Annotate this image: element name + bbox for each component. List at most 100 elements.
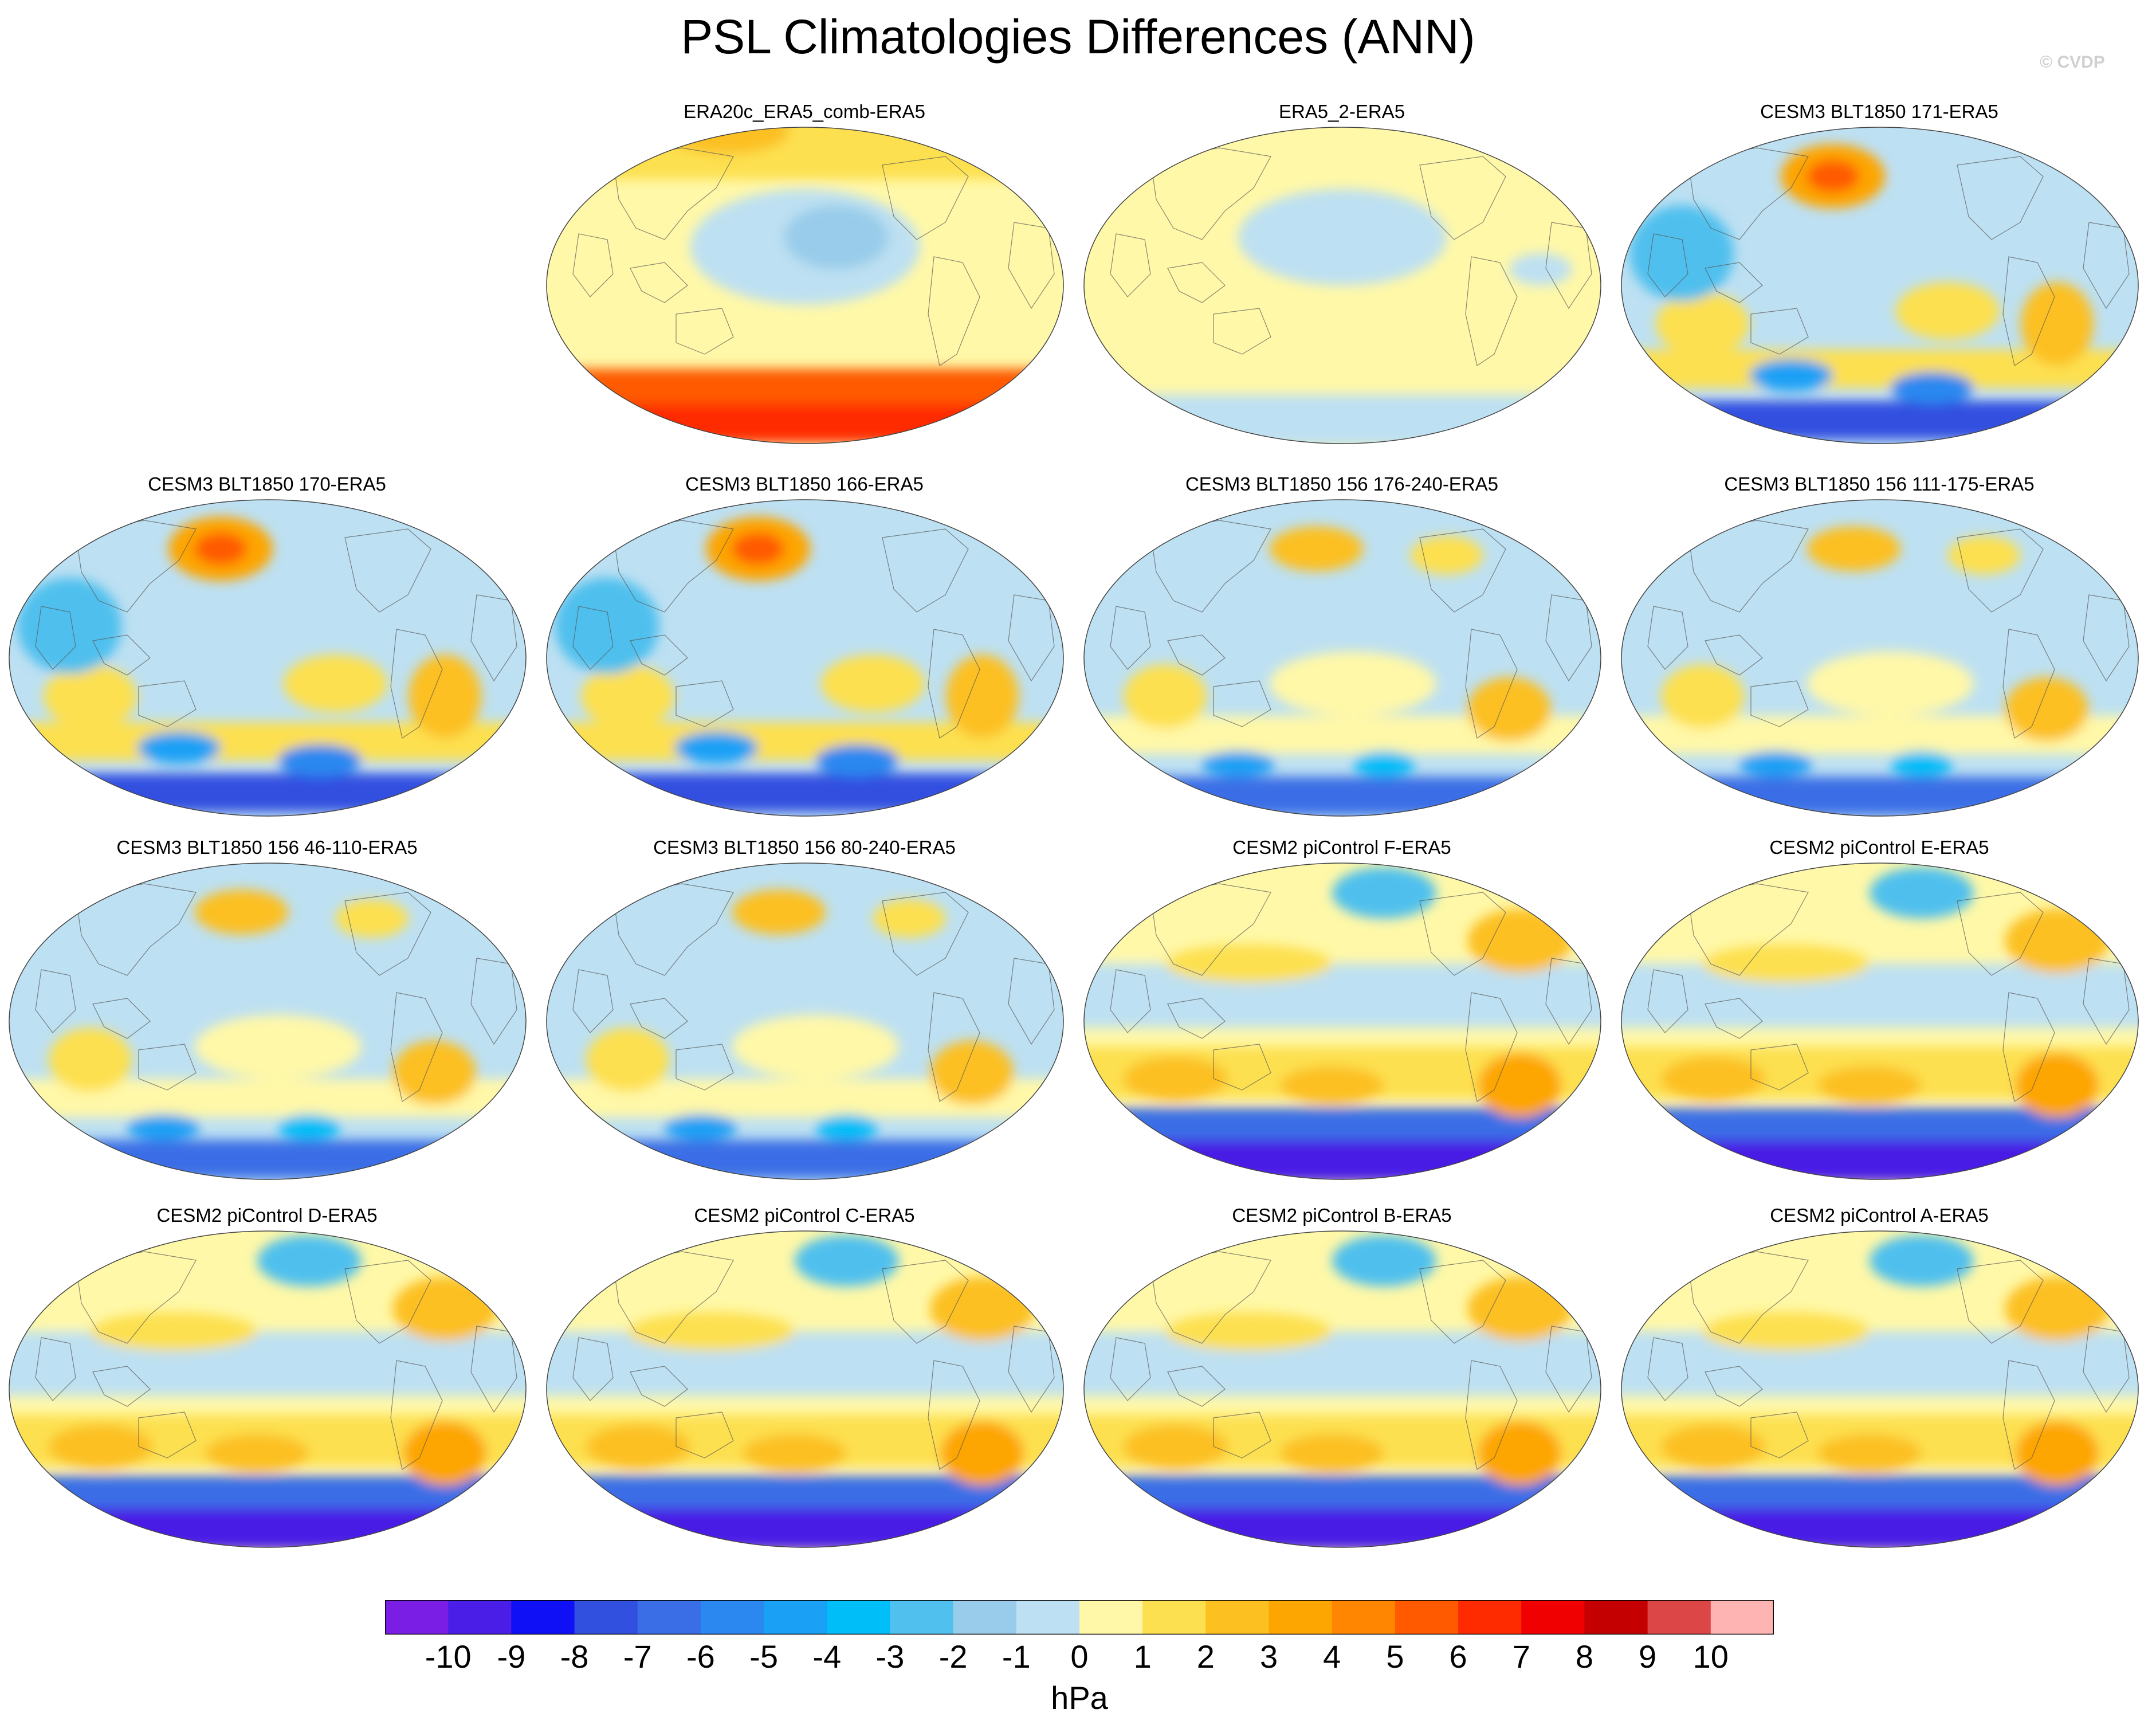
coastline — [2083, 1326, 2130, 1413]
colorbar-swatch — [1395, 1600, 1459, 1634]
coastline — [630, 634, 688, 676]
colorbar-swatch — [1205, 1600, 1270, 1634]
map-panel: CESM3 BLT1850 156 176-240-ERA5 — [1078, 471, 1605, 817]
coastline — [1750, 1044, 1809, 1091]
map-frame — [1083, 862, 1601, 1180]
coastline — [630, 262, 688, 303]
map-field — [1084, 863, 1601, 1179]
map-panel: CESM2 piControl E-ERA5 — [1616, 834, 2143, 1180]
coastline — [1008, 1326, 1055, 1413]
coastline — [92, 1366, 151, 1407]
colorbar-swatch — [1647, 1600, 1711, 1634]
coastline — [138, 680, 197, 727]
coastline — [676, 1412, 734, 1459]
coastline — [1687, 883, 1809, 976]
coastline — [1167, 262, 1226, 303]
map-plot — [1083, 499, 1601, 817]
coastline — [1687, 1251, 1809, 1344]
coastline — [1957, 528, 2044, 613]
map-plot — [1621, 499, 2139, 817]
coastline — [572, 969, 614, 1033]
coastline — [138, 1044, 197, 1091]
colorbar-swatch — [574, 1600, 638, 1634]
map-frame — [1083, 1230, 1601, 1548]
panel-title: CESM3 BLT1850 156 80-240-ERA5 — [653, 837, 956, 858]
map-panel: CESM2 piControl F-ERA5 — [1078, 834, 1605, 1180]
coastline — [1545, 222, 1592, 309]
colorbar-tick-label: 9 — [1639, 1638, 1657, 1675]
coastline — [75, 520, 197, 613]
map-frame — [1083, 499, 1601, 817]
coastline — [1008, 958, 1055, 1045]
colorbar-tick-label: 8 — [1575, 1638, 1594, 1675]
coastline — [2083, 958, 2130, 1045]
colorbar-tick-label: -1 — [1002, 1638, 1031, 1675]
map-frame — [546, 862, 1064, 1180]
coastline — [1213, 1044, 1271, 1091]
colorbar-swatch — [385, 1600, 449, 1634]
coastline — [344, 1260, 431, 1344]
map-frame — [1621, 127, 2139, 444]
page-title: PSL Climatologies Differences (ANN) — [681, 10, 1475, 64]
map-frame — [1621, 499, 2139, 817]
map-frame — [546, 499, 1064, 817]
coastline — [344, 892, 431, 976]
map-field — [547, 500, 1063, 816]
colorbar-tick-label: 3 — [1259, 1638, 1278, 1675]
colorbar-swatch — [1142, 1600, 1206, 1634]
coastline — [1167, 1366, 1226, 1407]
map-panel: CESM3 BLT1850 171-ERA5 — [1616, 99, 2143, 444]
coastline — [1150, 520, 1271, 613]
coastline — [1419, 528, 1506, 613]
coastline — [1110, 969, 1151, 1033]
coastline — [1705, 998, 1763, 1039]
coastline — [572, 233, 614, 297]
colorbar-swatch — [953, 1600, 1017, 1634]
colorbar-tick-label: -10 — [425, 1638, 472, 1675]
coastline — [1110, 606, 1151, 670]
colorbar-tick-label: 1 — [1133, 1638, 1152, 1675]
coastline — [1687, 520, 1809, 613]
panel-title: CESM2 piControl E-ERA5 — [1769, 837, 1989, 858]
map-plot — [9, 862, 527, 1180]
panel-title: CESM2 piControl D-ERA5 — [156, 1205, 378, 1226]
map-plot — [9, 499, 527, 817]
coastline — [1705, 1366, 1763, 1407]
map-frame — [9, 1230, 527, 1548]
map-plot — [1083, 1230, 1601, 1548]
panel-title: CESM2 piControl C-ERA5 — [694, 1205, 915, 1226]
coastline — [1167, 998, 1226, 1039]
coastline — [138, 1412, 197, 1459]
coastline — [1213, 1412, 1271, 1459]
colorbar-swatch — [1079, 1600, 1143, 1634]
colorbar-swatch — [700, 1600, 764, 1634]
map-plot — [546, 862, 1064, 1180]
coastline — [1957, 1260, 2044, 1344]
panel-title: CESM3 BLT1850 166-ERA5 — [685, 473, 924, 495]
colorbar-tick-label: 4 — [1323, 1638, 1341, 1675]
colorbar-swatch — [1584, 1600, 1648, 1634]
map-panel: CESM2 piControl B-ERA5 — [1078, 1202, 1605, 1548]
panel-title: CESM2 piControl F-ERA5 — [1232, 837, 1451, 858]
coastline — [612, 883, 734, 976]
coastline — [35, 1337, 76, 1401]
coastline — [1750, 1412, 1809, 1459]
map-panel: ERA5_2-ERA5 — [1078, 99, 1605, 444]
colorbar-swatch — [1710, 1600, 1774, 1634]
colorbar: -10 -9 -8 -7 -6 -5 -4 -3 -2 -1 0 1 2 3 4 5 6 7 8 9 10 hPa — [385, 1600, 1774, 1716]
colorbar-tick-label: 6 — [1449, 1638, 1467, 1675]
coastline — [2002, 992, 2055, 1102]
map-panel: CESM3 BLT1850 156 111-175-ERA5 — [1616, 471, 2143, 817]
colorbar-tick-label: 10 — [1692, 1638, 1729, 1675]
map-plot — [1621, 127, 2139, 444]
map-field — [1084, 1231, 1601, 1547]
colorbar-swatch — [511, 1600, 575, 1634]
panel-title: CESM3 BLT1850 156 111-175-ERA5 — [1724, 473, 2035, 495]
map-field — [1084, 127, 1601, 444]
colorbar-tick-label: -2 — [938, 1638, 968, 1675]
coastline — [1213, 680, 1271, 727]
coastline — [1465, 629, 1518, 739]
colorbar-swatch — [1016, 1600, 1080, 1634]
coastline — [1419, 892, 1506, 976]
map-panel: CESM3 BLT1850 156 80-240-ERA5 — [541, 834, 1068, 1180]
